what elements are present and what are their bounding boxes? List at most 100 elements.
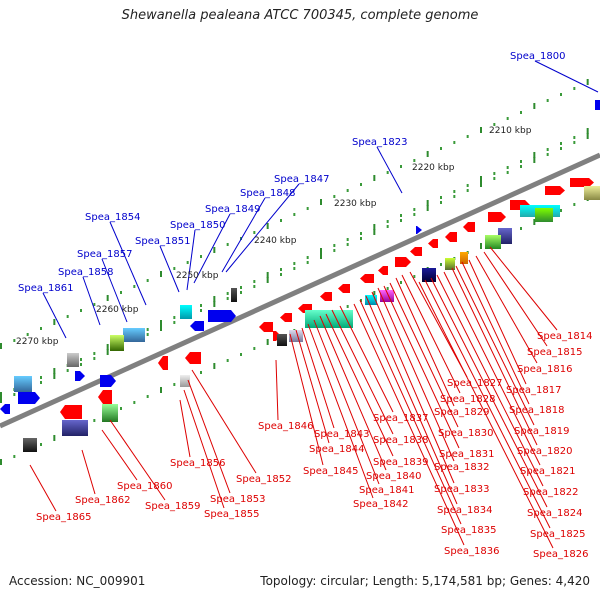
- gene-arrow[interactable]: [360, 274, 374, 283]
- gene-label[interactable]: Spea_1824: [527, 508, 582, 519]
- gene-label[interactable]: Spea_1825: [530, 529, 585, 540]
- gene-label[interactable]: Spea_1855: [204, 509, 259, 520]
- gene-label[interactable]: Spea_1837: [373, 413, 428, 424]
- gene-label[interactable]: Spea_1828: [440, 394, 495, 405]
- gene-block[interactable]: [422, 268, 436, 282]
- gene-arrow[interactable]: [75, 371, 85, 381]
- gene-arrow[interactable]: [410, 247, 422, 256]
- gene-label[interactable]: Spea_1830: [438, 428, 493, 439]
- gene-arrow[interactable]: [488, 212, 506, 222]
- gene-arrow[interactable]: [280, 313, 292, 322]
- gene-arrow[interactable]: [378, 266, 388, 275]
- gene-block[interactable]: [460, 252, 468, 264]
- gene-arrow[interactable]: [259, 322, 273, 332]
- gene-arrow[interactable]: [100, 375, 116, 387]
- gene-label[interactable]: Spea_1814: [537, 331, 592, 342]
- gene-label[interactable]: Spea_1852: [236, 474, 291, 485]
- gene-block[interactable]: [67, 353, 79, 367]
- gene-label[interactable]: Spea_1839: [373, 457, 428, 468]
- gene-arrow[interactable]: [595, 100, 600, 110]
- gene-label[interactable]: Spea_1846: [258, 421, 313, 432]
- gene-label[interactable]: Spea_1842: [353, 499, 408, 510]
- gene-arrow[interactable]: [416, 226, 422, 234]
- gene-block[interactable]: [584, 186, 600, 200]
- gene-label[interactable]: Spea_1818: [509, 405, 564, 416]
- gene-label[interactable]: Spea_1832: [434, 462, 489, 473]
- gene-label[interactable]: Spea_1858: [58, 267, 113, 278]
- gene-arrow[interactable]: [158, 356, 168, 370]
- gene-block[interactable]: [305, 310, 353, 328]
- gene-label[interactable]: Spea_1815: [527, 347, 582, 358]
- gene-arrow[interactable]: [0, 404, 10, 414]
- gene-label[interactable]: Spea_1859: [145, 501, 200, 512]
- gene-label[interactable]: Spea_1845: [303, 466, 358, 477]
- gene-label[interactable]: Spea_1835: [441, 525, 496, 536]
- gene-label[interactable]: Spea_1823: [352, 137, 407, 148]
- gene-label[interactable]: Spea_1844: [309, 444, 364, 455]
- gene-block[interactable]: [535, 208, 553, 222]
- gene-arrow[interactable]: [98, 390, 112, 404]
- gene-arrow[interactable]: [338, 284, 350, 293]
- gene-label[interactable]: Spea_1831: [439, 449, 494, 460]
- gene-block[interactable]: [14, 376, 32, 392]
- gene-block[interactable]: [231, 288, 237, 302]
- gene-label[interactable]: Spea_1848: [240, 188, 295, 199]
- gene-arrow[interactable]: [545, 186, 565, 195]
- gene-label[interactable]: Spea_1829: [434, 407, 489, 418]
- gene-block[interactable]: [445, 258, 455, 270]
- gene-label[interactable]: Spea_1862: [75, 495, 130, 506]
- gene-label[interactable]: Spea_1840: [366, 471, 421, 482]
- gene-label[interactable]: Spea_1849: [205, 204, 260, 215]
- gene-block[interactable]: [110, 335, 124, 351]
- gene-label[interactable]: Spea_1853: [210, 494, 265, 505]
- gene-arrow[interactable]: [208, 310, 236, 322]
- gene-label[interactable]: Spea_1836: [444, 546, 499, 557]
- tick-mark: [400, 165, 402, 168]
- gene-block[interactable]: [498, 228, 512, 244]
- gene-block[interactable]: [289, 330, 303, 342]
- gene-label[interactable]: Spea_1822: [523, 487, 578, 498]
- gene-arrow[interactable]: [185, 352, 201, 364]
- gene-arrow[interactable]: [320, 292, 332, 301]
- gene-label[interactable]: Spea_1819: [514, 426, 569, 437]
- gene-arrow[interactable]: [463, 222, 475, 232]
- gene-label[interactable]: Spea_1800: [510, 51, 565, 62]
- gene-label[interactable]: Spea_1817: [506, 385, 561, 396]
- gene-label[interactable]: Spea_1820: [517, 446, 572, 457]
- gene-label[interactable]: Spea_1857: [77, 249, 132, 260]
- gene-label[interactable]: Spea_1843: [314, 429, 369, 440]
- gene-arrow[interactable]: [18, 392, 40, 404]
- gene-arrow[interactable]: [428, 239, 438, 248]
- gene-label[interactable]: Spea_1826: [533, 549, 588, 560]
- gene-label[interactable]: Spea_1816: [517, 364, 572, 375]
- gene-arrow[interactable]: [570, 178, 594, 187]
- gene-arrow[interactable]: [395, 257, 411, 267]
- gene-label[interactable]: Spea_1850: [170, 220, 225, 231]
- gene-label[interactable]: Spea_1827: [447, 378, 502, 389]
- gene-block[interactable]: [180, 305, 192, 319]
- gene-block[interactable]: [123, 328, 145, 342]
- gene-label[interactable]: Spea_1838: [373, 435, 428, 446]
- gene-label[interactable]: Spea_1821: [520, 466, 575, 477]
- gene-block[interactable]: [62, 420, 88, 436]
- gene-label[interactable]: Spea_1847: [274, 174, 329, 185]
- gene-block[interactable]: [180, 375, 190, 387]
- gene-label[interactable]: Spea_1841: [359, 485, 414, 496]
- gene-label[interactable]: Spea_1861: [18, 283, 73, 294]
- gene-label[interactable]: Spea_1833: [434, 484, 489, 495]
- gene-arrow[interactable]: [60, 405, 82, 419]
- gene-arrow[interactable]: [445, 232, 457, 242]
- gene-label[interactable]: Spea_1865: [36, 512, 91, 523]
- gene-label[interactable]: Spea_1851: [135, 236, 190, 247]
- gene-label[interactable]: Spea_1834: [437, 505, 492, 516]
- gene-label[interactable]: Spea_1856: [170, 458, 225, 469]
- gene-arrow[interactable]: [190, 321, 204, 331]
- gene-label[interactable]: Spea_1854: [85, 212, 140, 223]
- gene-block[interactable]: [102, 404, 118, 422]
- gene-block[interactable]: [365, 295, 377, 305]
- gene-label[interactable]: Spea_1860: [117, 481, 172, 492]
- gene-block[interactable]: [485, 235, 501, 249]
- gene-block[interactable]: [277, 334, 287, 346]
- gene-block[interactable]: [23, 438, 37, 452]
